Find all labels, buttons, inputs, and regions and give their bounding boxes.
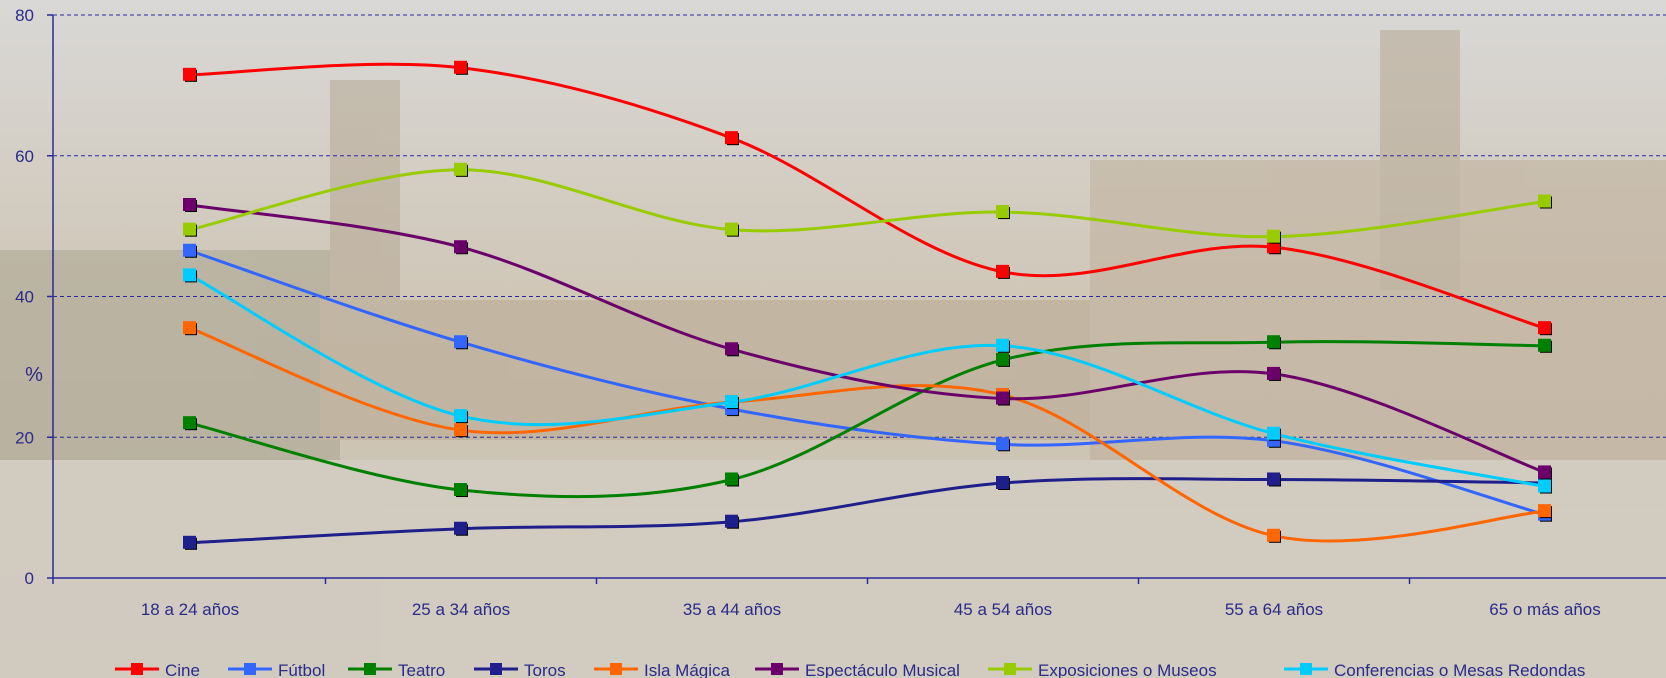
legend-swatch-marker	[244, 663, 256, 675]
legend-swatch-marker	[364, 663, 376, 675]
legend-label: Toros	[524, 661, 566, 678]
legend-item: Fútbol	[228, 661, 325, 678]
point-marker	[996, 391, 1009, 405]
y-tick-label: 0	[25, 569, 34, 588]
point-marker	[454, 162, 467, 176]
point-marker	[183, 198, 196, 212]
series-line	[189, 168, 1546, 239]
series-line	[189, 477, 1546, 545]
point-marker	[725, 342, 738, 356]
point-marker	[996, 437, 1009, 451]
point-marker	[1538, 465, 1551, 479]
point-marker	[1538, 504, 1551, 518]
point-marker	[1267, 472, 1280, 486]
x-tick-label: 35 a 44 años	[683, 600, 781, 619]
point-marker	[1267, 366, 1280, 380]
legend-swatch-marker	[610, 663, 622, 675]
point-marker	[996, 352, 1009, 366]
point-marker	[454, 483, 467, 497]
point-marker	[183, 416, 196, 430]
legend: Cine Fútbol Teatro Toros Isla Mágica Espectác…	[115, 661, 1585, 678]
point-marker	[1267, 528, 1280, 542]
series-espect-culo-musical	[183, 198, 1552, 480]
point-marker	[183, 243, 196, 257]
point-marker	[1538, 479, 1551, 493]
legend-item: Cine	[115, 661, 200, 678]
legend-swatch-marker	[771, 663, 783, 675]
legend-label: Conferencias o Mesas Redondas	[1334, 661, 1585, 678]
series-cine	[183, 60, 1552, 336]
y-axis-label: %	[25, 364, 43, 386]
legend-label: Teatro	[398, 661, 445, 678]
series-line	[189, 326, 1546, 543]
series-conferencias-o-mesas-redondas	[183, 268, 1552, 494]
legend-item: Exposiciones o Museos	[988, 661, 1217, 678]
legend-item: Conferencias o Mesas Redondas	[1284, 661, 1585, 678]
legend-item: Toros	[474, 661, 566, 678]
y-tick-label: 40	[15, 288, 34, 307]
point-marker	[725, 472, 738, 486]
point-marker	[1267, 426, 1280, 440]
legend-label: Isla Mágica	[644, 661, 731, 678]
point-marker	[454, 409, 467, 423]
series-line	[189, 249, 1546, 517]
series-line	[189, 62, 1546, 330]
point-marker	[183, 268, 196, 282]
x-tick-label: 45 a 54 años	[954, 600, 1052, 619]
legend-swatch-marker	[490, 663, 502, 675]
legend-swatch-marker	[1004, 663, 1016, 675]
x-tick-label: 55 a 64 años	[1225, 600, 1323, 619]
grid	[53, 14, 1666, 438]
point-marker	[183, 321, 196, 335]
x-tick-label: 18 a 24 años	[141, 600, 239, 619]
x-tick-label: 65 o más años	[1489, 600, 1601, 619]
point-marker	[725, 222, 738, 236]
legend-item: Isla Mágica	[594, 661, 731, 678]
point-marker	[725, 395, 738, 409]
legend-label: Cine	[165, 661, 200, 678]
legend-item: Teatro	[348, 661, 445, 678]
point-marker	[454, 521, 467, 535]
series-exposiciones-o-museos	[183, 162, 1552, 244]
legend-swatch-marker	[131, 663, 143, 675]
y-tick-label: 80	[15, 6, 34, 25]
point-marker	[454, 60, 467, 74]
legend-label: Fútbol	[278, 661, 325, 678]
legend-label: Espectáculo Musical	[805, 661, 960, 678]
series-line	[189, 274, 1546, 488]
point-marker	[183, 222, 196, 236]
point-marker	[183, 67, 196, 81]
point-marker	[996, 475, 1009, 489]
legend-label: Exposiciones o Museos	[1038, 661, 1217, 678]
legend-swatch-marker	[1300, 663, 1312, 675]
axes: 0 20 40 60 80% 18 a 24 años 25 a 34 años 35 a 4…	[15, 6, 1666, 619]
y-tick-label: 60	[15, 147, 34, 166]
x-tick-label: 25 a 34 años	[412, 600, 510, 619]
point-marker	[1538, 194, 1551, 208]
point-marker	[996, 338, 1009, 352]
point-marker	[183, 535, 196, 549]
legend-item: Espectáculo Musical	[755, 661, 960, 678]
series-line	[189, 340, 1546, 499]
point-marker	[1538, 321, 1551, 335]
series-line	[189, 203, 1546, 474]
point-marker	[454, 240, 467, 254]
series-group	[183, 60, 1552, 550]
point-marker	[1538, 338, 1551, 352]
y-tick-label: 20	[15, 428, 34, 447]
point-marker	[996, 264, 1009, 278]
point-marker	[454, 335, 467, 349]
point-marker	[1267, 335, 1280, 349]
point-marker	[725, 514, 738, 528]
series-teatro	[183, 335, 1552, 499]
point-marker	[1267, 229, 1280, 243]
point-marker	[996, 205, 1009, 219]
point-marker	[454, 423, 467, 437]
point-marker	[725, 131, 738, 145]
